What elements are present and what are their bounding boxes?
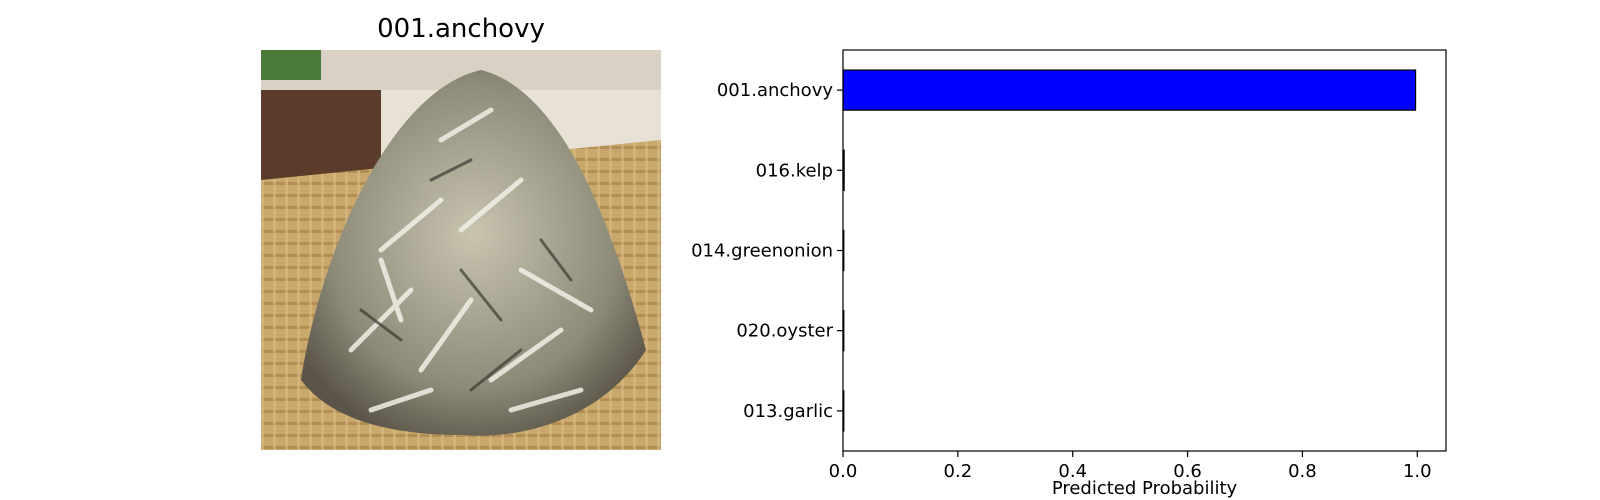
y-tick-label: 001.anchovy bbox=[717, 80, 833, 101]
y-tick-label: 014.greenonion bbox=[691, 241, 833, 262]
food-photo bbox=[261, 50, 661, 450]
x-axis-label: Predicted Probability bbox=[1052, 478, 1238, 499]
x-tick-label: 0.8 bbox=[1288, 461, 1317, 482]
y-tick-label: 013.garlic bbox=[743, 401, 833, 422]
x-ticks: 0.0 0.2 0.4 0.6 0.8 1.0 bbox=[829, 451, 1432, 482]
image-title: 001.anchovy bbox=[377, 14, 545, 44]
bar-001.anchovy bbox=[842, 69, 1417, 111]
x-tick-label: 0.6 bbox=[1173, 461, 1202, 482]
x-tick-label: 0.2 bbox=[944, 461, 973, 482]
x-tick-label: 1.0 bbox=[1403, 461, 1432, 482]
y-tick-label: 016.kelp bbox=[756, 160, 833, 181]
y-ticks: 001.anchovy 016.kelp 014.greenonion 020.oys… bbox=[691, 80, 843, 422]
y-tick-label: 020.oyster bbox=[736, 321, 833, 342]
x-tick-label: 0.0 bbox=[829, 461, 858, 482]
x-tick-label: 0.4 bbox=[1058, 461, 1087, 482]
bars-layer bbox=[842, 69, 1417, 432]
